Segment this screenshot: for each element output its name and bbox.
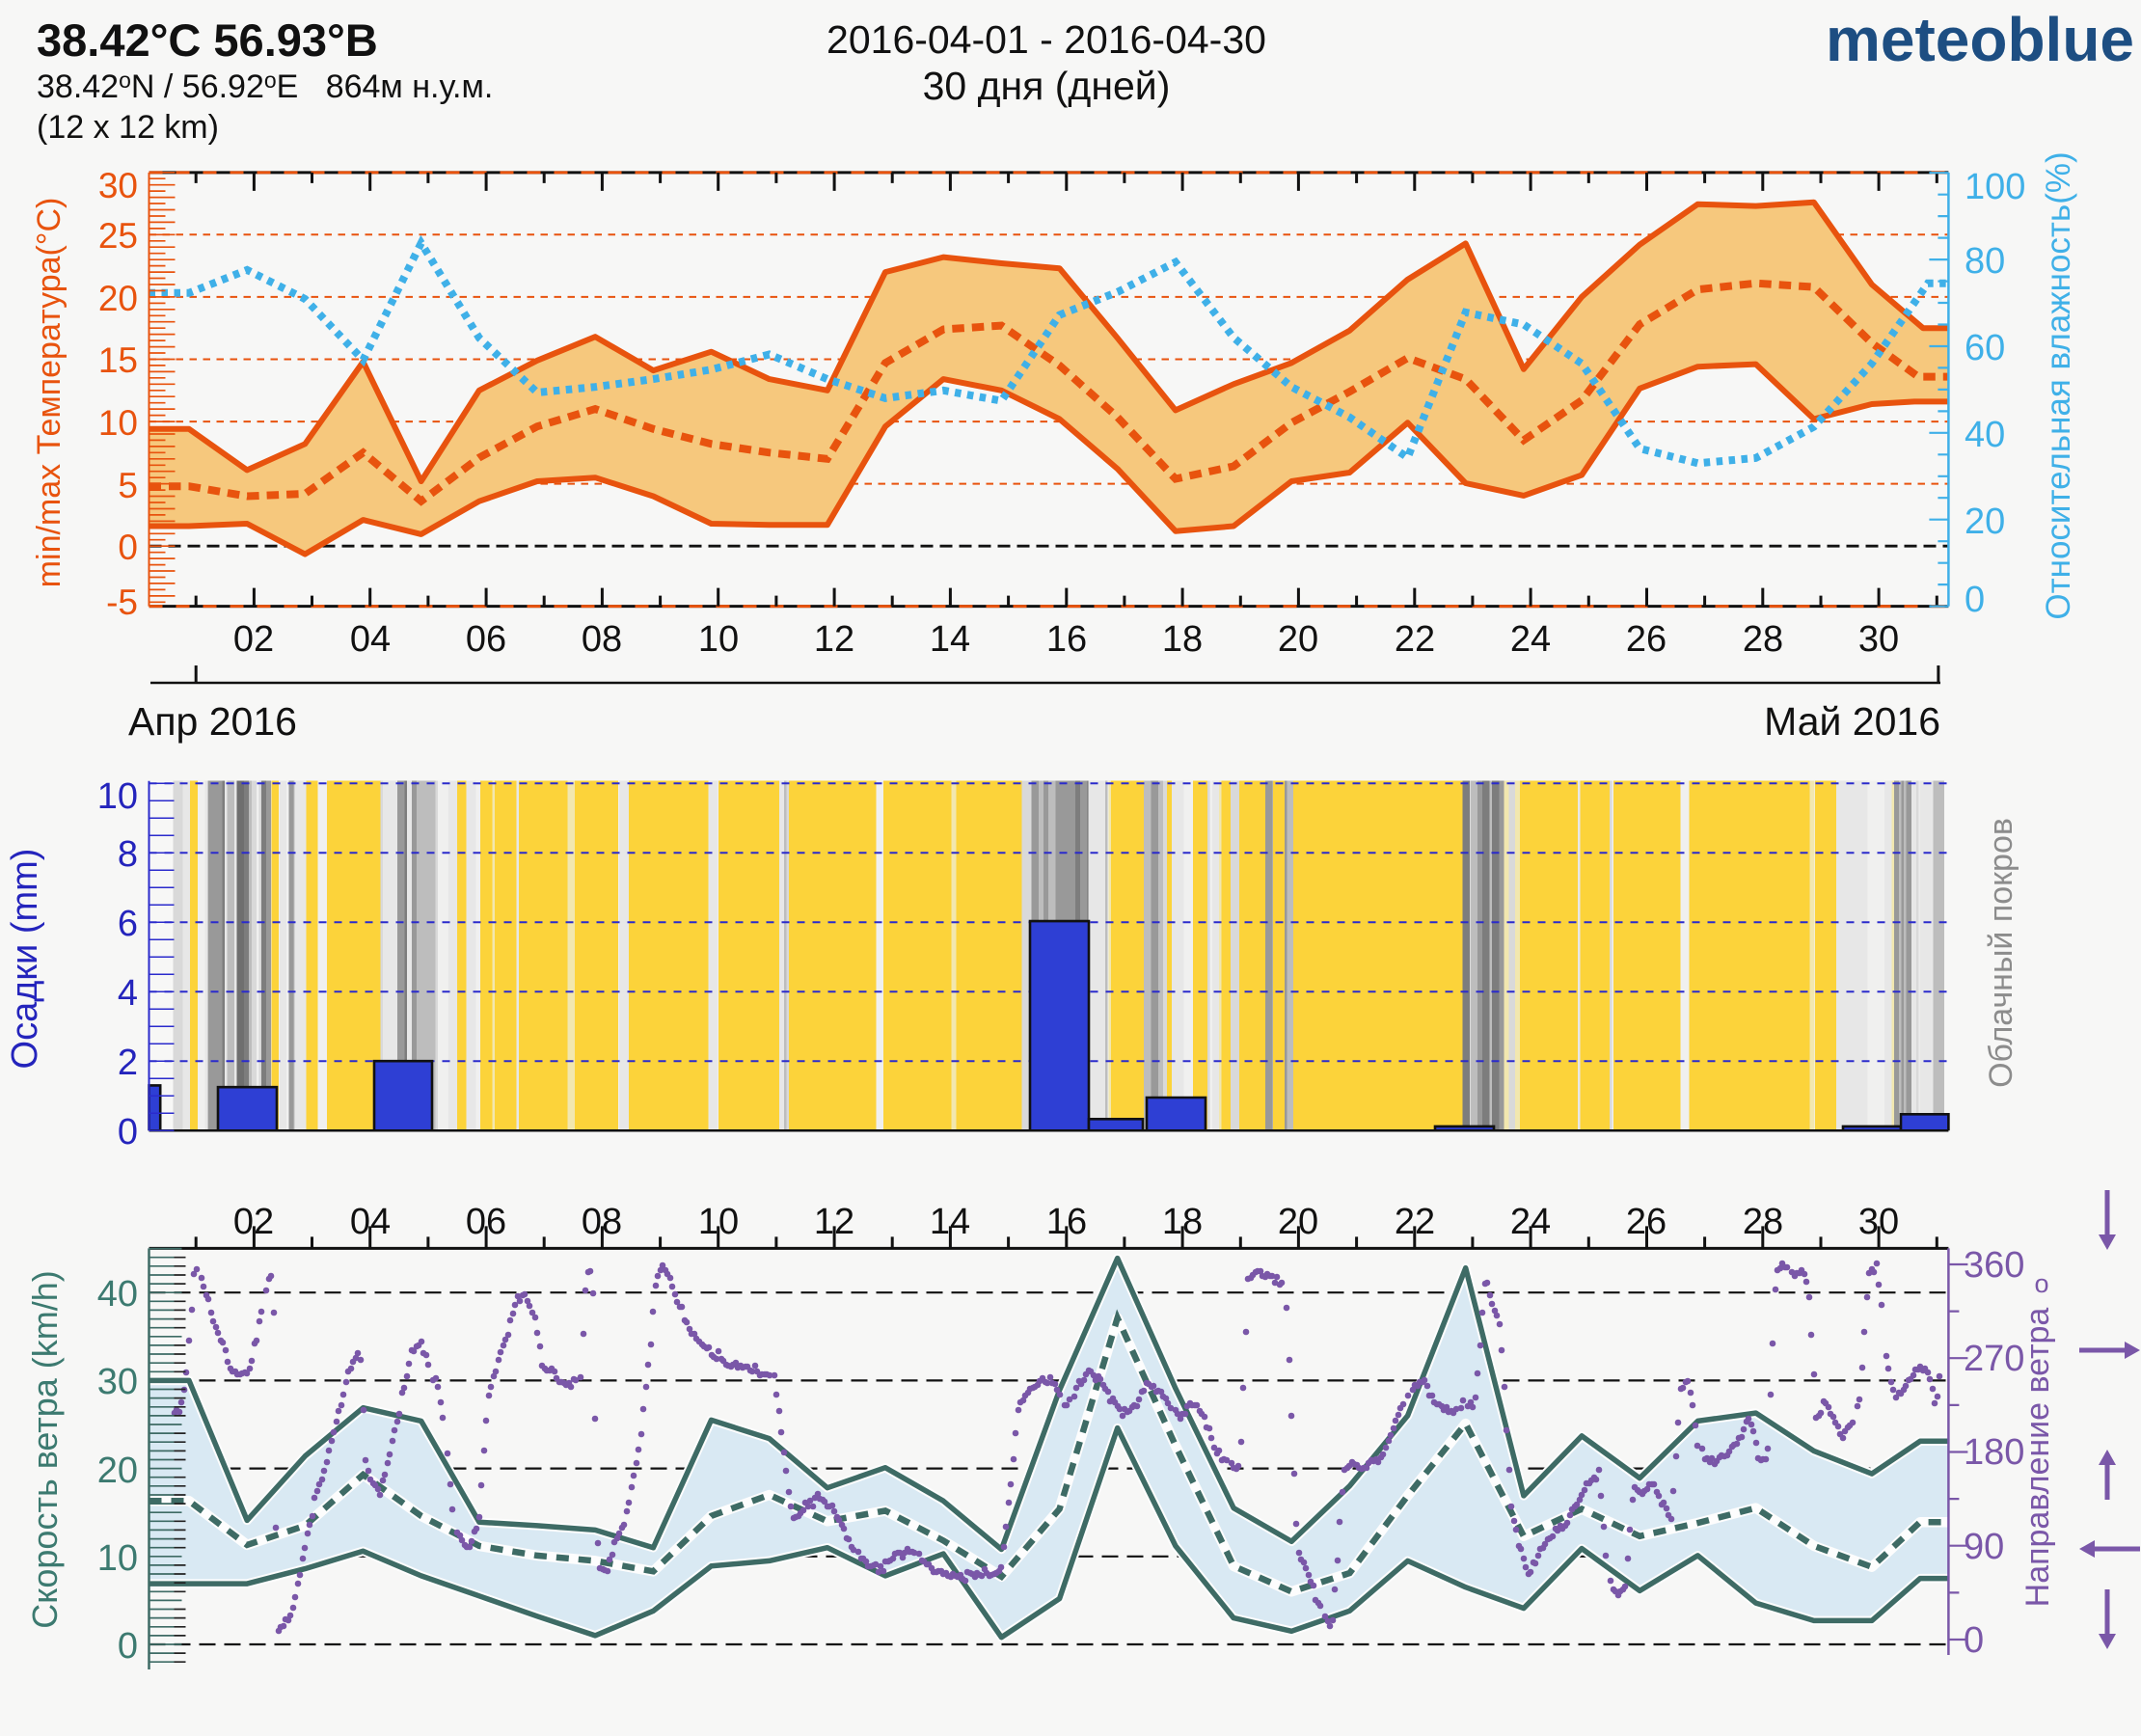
svg-text:10: 10: [97, 776, 138, 817]
svg-text:Направление ветра: Направление ветра: [2019, 1308, 2056, 1608]
svg-text:15: 15: [98, 340, 138, 380]
svg-text:(12 x 12 km): (12 x 12 km): [37, 109, 219, 146]
svg-text:8: 8: [118, 834, 138, 875]
svg-text:0: 0: [1965, 580, 1985, 620]
svg-text:04: 04: [350, 1202, 391, 1242]
svg-text:20: 20: [97, 1451, 138, 1491]
svg-text:30: 30: [1858, 1202, 1899, 1242]
svg-text:26: 26: [1626, 619, 1667, 660]
svg-text:28: 28: [1743, 619, 1783, 660]
svg-text:30: 30: [98, 166, 138, 205]
svg-text:0: 0: [118, 1626, 138, 1667]
svg-text:Апр 2016: Апр 2016: [128, 699, 297, 744]
svg-text:12: 12: [814, 619, 854, 660]
svg-text:min/max Температура(°C): min/max Температура(°C): [31, 198, 68, 588]
svg-text:06: 06: [466, 1202, 506, 1242]
svg-text:40: 40: [97, 1274, 138, 1315]
svg-text:12: 12: [814, 1202, 854, 1242]
svg-text:2016-04-01 - 2016-04-30: 2016-04-01 - 2016-04-30: [827, 17, 1266, 62]
svg-text:30: 30: [97, 1362, 138, 1402]
svg-text:18: 18: [1162, 619, 1203, 660]
svg-text:10: 10: [97, 1538, 138, 1579]
svg-text:Скорость ветра (km/h): Скорость ветра (km/h): [25, 1270, 65, 1629]
svg-text:18: 18: [1162, 1202, 1203, 1242]
svg-text:06: 06: [466, 619, 506, 660]
svg-text:16: 16: [1046, 619, 1087, 660]
svg-text:24: 24: [1510, 619, 1551, 660]
svg-text:38.42oN / 56.92oE 864м н.у.м: 38.42oN / 56.92oE 864м н.у.м.: [37, 68, 493, 105]
svg-text:0: 0: [1964, 1620, 1984, 1661]
svg-text:90: 90: [1964, 1527, 2004, 1567]
svg-text:2: 2: [118, 1043, 138, 1083]
svg-text:Относительная влажность(%): Относительная влажность(%): [2040, 151, 2077, 619]
svg-text:02: 02: [233, 619, 274, 660]
svg-text:5: 5: [118, 466, 138, 505]
svg-text:60: 60: [1965, 328, 2005, 368]
svg-text:14: 14: [930, 619, 970, 660]
svg-text:360: 360: [1964, 1245, 2024, 1286]
svg-text:4: 4: [118, 973, 138, 1014]
svg-text:meteoblue: meteoblue: [1826, 5, 2134, 74]
svg-text:04: 04: [350, 619, 391, 660]
svg-text:25: 25: [98, 216, 138, 256]
svg-text:270: 270: [1964, 1339, 2024, 1379]
svg-text:14: 14: [930, 1202, 970, 1242]
svg-text:20: 20: [1278, 1202, 1318, 1242]
svg-text:10: 10: [698, 619, 739, 660]
svg-text:Осадки (mm): Осадки (mm): [5, 849, 45, 1070]
svg-text:6: 6: [118, 904, 138, 944]
svg-text:Облачный покров: Облачный покров: [1983, 818, 2019, 1088]
svg-text:-5: -5: [106, 583, 138, 622]
svg-text:30: 30: [1858, 619, 1899, 660]
svg-text:40: 40: [1965, 415, 2005, 455]
svg-text:28: 28: [1743, 1202, 1783, 1242]
svg-text:100: 100: [1965, 167, 2025, 207]
svg-text:20: 20: [1965, 502, 2005, 542]
svg-text:24: 24: [1510, 1202, 1551, 1242]
svg-text:0: 0: [118, 528, 138, 567]
svg-text:180: 180: [1964, 1432, 2024, 1473]
svg-text:16: 16: [1046, 1202, 1087, 1242]
svg-text:0: 0: [118, 1112, 138, 1153]
svg-text:22: 22: [1395, 619, 1435, 660]
svg-text:20: 20: [1278, 619, 1318, 660]
svg-text:22: 22: [1395, 1202, 1435, 1242]
svg-text:30 дня (дней): 30 дня (дней): [923, 64, 1171, 108]
svg-text:08: 08: [582, 619, 622, 660]
svg-text:Май 2016: Май 2016: [1764, 699, 1940, 744]
svg-text:80: 80: [1965, 241, 2005, 282]
svg-text:08: 08: [582, 1202, 622, 1242]
svg-text:26: 26: [1626, 1202, 1667, 1242]
svg-text:38.42°C 56.93°B: 38.42°C 56.93°B: [37, 14, 378, 66]
svg-text:10: 10: [98, 403, 138, 443]
svg-text:o: o: [2034, 1269, 2048, 1298]
svg-text:02: 02: [233, 1202, 274, 1242]
svg-text:20: 20: [98, 279, 138, 318]
svg-text:10: 10: [698, 1202, 739, 1242]
